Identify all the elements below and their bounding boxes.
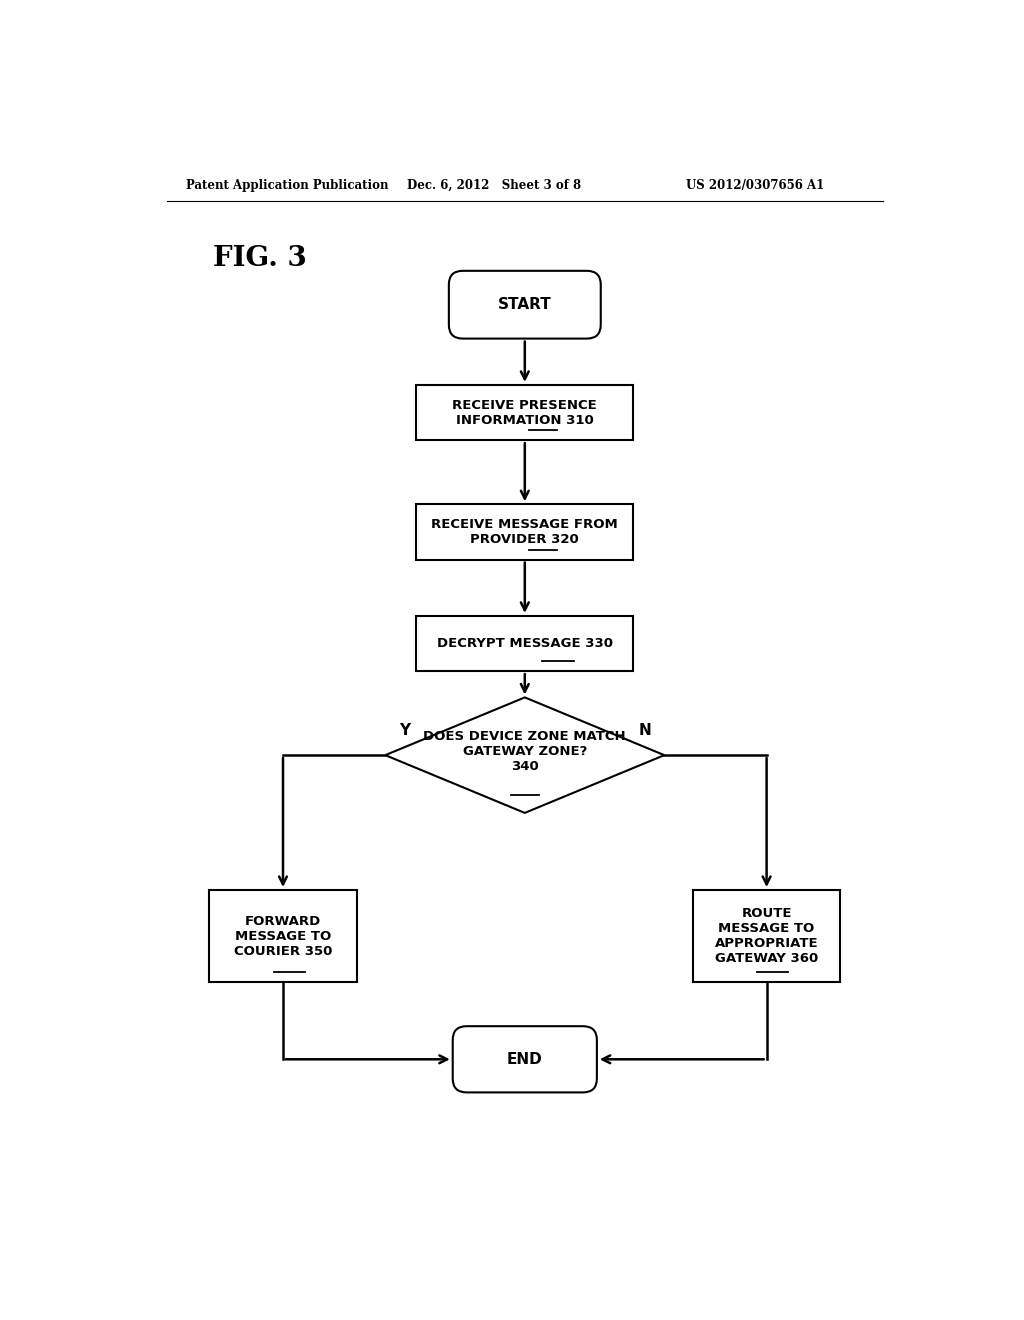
FancyBboxPatch shape [453, 1026, 597, 1093]
Text: FORWARD
MESSAGE TO
COURIER 350: FORWARD MESSAGE TO COURIER 350 [233, 915, 332, 957]
Text: RECEIVE PRESENCE
INFORMATION 310: RECEIVE PRESENCE INFORMATION 310 [453, 399, 597, 426]
Polygon shape [385, 697, 665, 813]
Text: ROUTE
MESSAGE TO
APPROPRIATE
GATEWAY 360: ROUTE MESSAGE TO APPROPRIATE GATEWAY 360 [715, 907, 818, 965]
Text: Dec. 6, 2012   Sheet 3 of 8: Dec. 6, 2012 Sheet 3 of 8 [407, 178, 582, 191]
Text: DOES DEVICE ZONE MATCH
GATEWAY ZONE?
340: DOES DEVICE ZONE MATCH GATEWAY ZONE? 340 [424, 730, 626, 772]
Text: Patent Application Publication: Patent Application Publication [186, 178, 389, 191]
Text: FIG. 3: FIG. 3 [213, 246, 307, 272]
Text: END: END [507, 1052, 543, 1067]
FancyBboxPatch shape [449, 271, 601, 339]
Bar [417, 504, 633, 560]
Bar [209, 890, 356, 982]
Bar [417, 385, 633, 441]
Bar [417, 615, 633, 671]
Text: DECRYPT MESSAGE 330: DECRYPT MESSAGE 330 [437, 638, 612, 649]
Text: START: START [498, 297, 552, 313]
Text: N: N [639, 723, 651, 738]
Text: RECEIVE MESSAGE FROM
PROVIDER 320: RECEIVE MESSAGE FROM PROVIDER 320 [431, 517, 618, 546]
Bar [693, 890, 841, 982]
Text: Y: Y [399, 723, 411, 738]
Text: US 2012/0307656 A1: US 2012/0307656 A1 [686, 178, 824, 191]
